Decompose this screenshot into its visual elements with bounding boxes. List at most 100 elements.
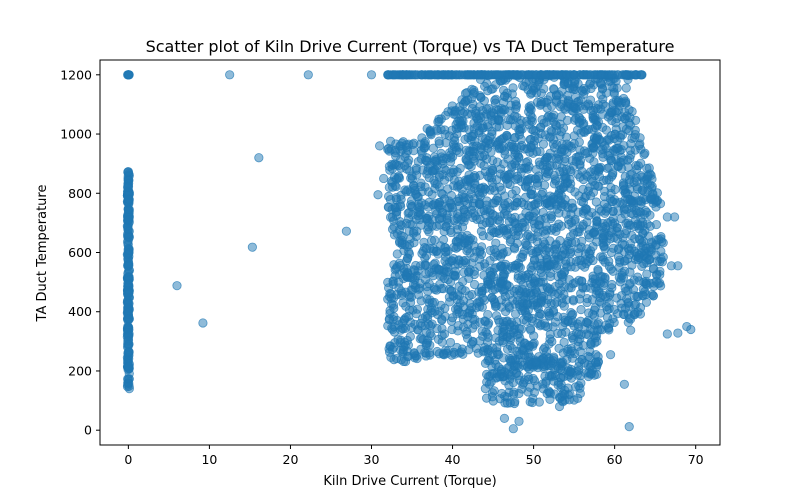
- data-point: [500, 149, 510, 160]
- data-point: [465, 147, 475, 157]
- data-point: [510, 244, 520, 254]
- data-point: [461, 155, 471, 165]
- data-point: [384, 182, 394, 192]
- y-tick-label: 1000: [60, 127, 92, 142]
- data-point: [475, 214, 485, 225]
- data-point: [608, 314, 618, 324]
- data-point: [567, 316, 578, 326]
- data-point: [587, 124, 597, 134]
- x-tick-label: 10: [201, 452, 217, 467]
- data-point: [596, 70, 606, 80]
- data-point: [621, 83, 631, 93]
- data-point: [540, 157, 550, 167]
- data-point: [500, 200, 510, 211]
- data-point: [172, 281, 182, 291]
- data-point: [539, 118, 549, 128]
- data-point: [438, 284, 448, 294]
- data-point: [576, 329, 586, 340]
- data-point: [512, 70, 522, 80]
- data-point: [498, 141, 508, 151]
- data-point: [467, 103, 477, 114]
- data-point: [453, 242, 463, 252]
- data-point: [462, 199, 473, 209]
- data-point: [570, 278, 580, 288]
- data-point: [464, 235, 474, 246]
- data-point: [543, 295, 553, 305]
- data-point: [582, 244, 592, 254]
- data-point: [607, 283, 617, 293]
- y-axis-label: TA Duct Temperature: [35, 185, 50, 323]
- data-point: [629, 291, 639, 301]
- data-point: [385, 305, 395, 316]
- data-point: [556, 251, 567, 261]
- data-point: [482, 329, 492, 339]
- data-point: [600, 272, 610, 283]
- data-point: [541, 378, 551, 388]
- data-point: [631, 115, 641, 125]
- data-point: [375, 141, 385, 151]
- data-point: [576, 305, 586, 315]
- x-tick-label: 20: [283, 452, 299, 467]
- data-point: [421, 340, 431, 350]
- data-point: [469, 118, 479, 128]
- data-point: [398, 137, 408, 147]
- data-point: [578, 206, 589, 216]
- data-point: [521, 208, 531, 218]
- data-point: [633, 161, 643, 171]
- data-point: [608, 266, 618, 276]
- data-point: [589, 157, 599, 167]
- data-point: [421, 351, 431, 361]
- data-point: [533, 171, 544, 181]
- data-point: [303, 70, 313, 80]
- data-point: [590, 115, 600, 125]
- data-point: [552, 222, 562, 232]
- data-point: [481, 393, 492, 403]
- data-point: [539, 237, 549, 247]
- data-point: [528, 373, 538, 384]
- data-point: [469, 279, 480, 290]
- data-point: [550, 282, 560, 292]
- data-point: [424, 267, 434, 277]
- data-point: [544, 311, 554, 321]
- data-point: [591, 279, 601, 289]
- data-point: [501, 317, 512, 327]
- data-point: [574, 365, 584, 375]
- data-point: [547, 212, 557, 222]
- data-point: [462, 246, 472, 256]
- data-point: [124, 288, 134, 298]
- data-point: [513, 230, 524, 240]
- data-point: [457, 115, 467, 126]
- data-point: [445, 157, 456, 167]
- data-point: [484, 318, 494, 328]
- data-point: [510, 212, 520, 222]
- data-point: [416, 178, 426, 188]
- data-point: [526, 245, 536, 256]
- data-point: [423, 215, 433, 225]
- data-point: [551, 176, 561, 186]
- data-point: [557, 140, 567, 150]
- data-point: [475, 247, 485, 257]
- data-point: [609, 145, 619, 155]
- x-tick-label: 60: [607, 452, 623, 467]
- data-point: [517, 384, 527, 394]
- data-point: [416, 154, 427, 164]
- data-point: [432, 124, 442, 134]
- data-point: [553, 363, 564, 374]
- data-point: [430, 284, 440, 295]
- data-point: [461, 258, 471, 268]
- data-point: [642, 258, 652, 268]
- data-point: [618, 155, 629, 165]
- data-point: [445, 297, 455, 307]
- data-point: [562, 70, 572, 80]
- data-point: [602, 175, 612, 185]
- data-point: [124, 314, 134, 324]
- data-point: [551, 240, 561, 250]
- data-point: [655, 266, 665, 276]
- data-point: [619, 181, 629, 191]
- data-point: [527, 112, 537, 123]
- data-point: [574, 227, 584, 237]
- data-point: [620, 70, 631, 80]
- data-point: [631, 206, 641, 216]
- data-point: [446, 277, 456, 287]
- data-point: [477, 302, 487, 312]
